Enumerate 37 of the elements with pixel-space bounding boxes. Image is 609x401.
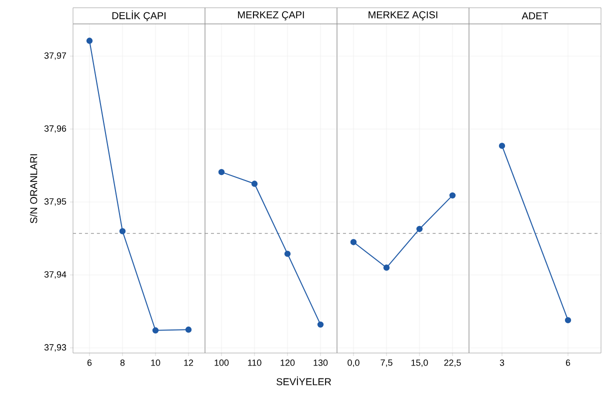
x-tick-label: 0,0 [348,360,360,367]
chart-title: ADET [522,12,548,20]
point [284,250,291,257]
point [251,180,258,187]
x-tick-label: 8 [120,360,125,366]
point [185,326,192,333]
point [449,192,456,199]
y-tick-label: 37,96 [44,125,66,133]
x-tick-label: 130 [314,360,328,366]
y-tick-label: 37,94 [44,271,66,279]
point [119,228,126,234]
x-tick-label: 7,5 [380,360,392,367]
y-tick-label: 37,95 [44,198,66,206]
x-tick-label: 10 [151,360,160,366]
point [86,38,93,44]
point [317,321,324,328]
x-tick-label: 100 [214,360,229,366]
x-tick-label: 120 [280,360,295,366]
x-tick-label: 12 [184,360,194,366]
x-tick-label: 15,0 [411,360,428,367]
x-axis-title: SEVİYELER [276,376,332,386]
x-tick-label: 6 [87,360,92,366]
chart-title: MERKEZ AÇISI [368,11,438,20]
x-tick-label: 22,5 [444,360,461,367]
chart-title: DELİK ÇAPI [112,10,166,22]
x-tick-label: 6 [566,360,570,366]
point [416,226,423,232]
x-tick-label: 3 [500,360,504,366]
y-tick-label: 37,97 [44,52,66,60]
point [218,168,225,176]
point [152,327,159,334]
y-axis-title: S/N ORANLARI [30,154,38,224]
chart-title: MERKEZ ÇAPI [238,11,304,20]
x-tick-label: 110 [248,360,262,366]
point [350,239,357,246]
y-tick-label: 37,93 [44,344,66,352]
point [383,264,390,271]
